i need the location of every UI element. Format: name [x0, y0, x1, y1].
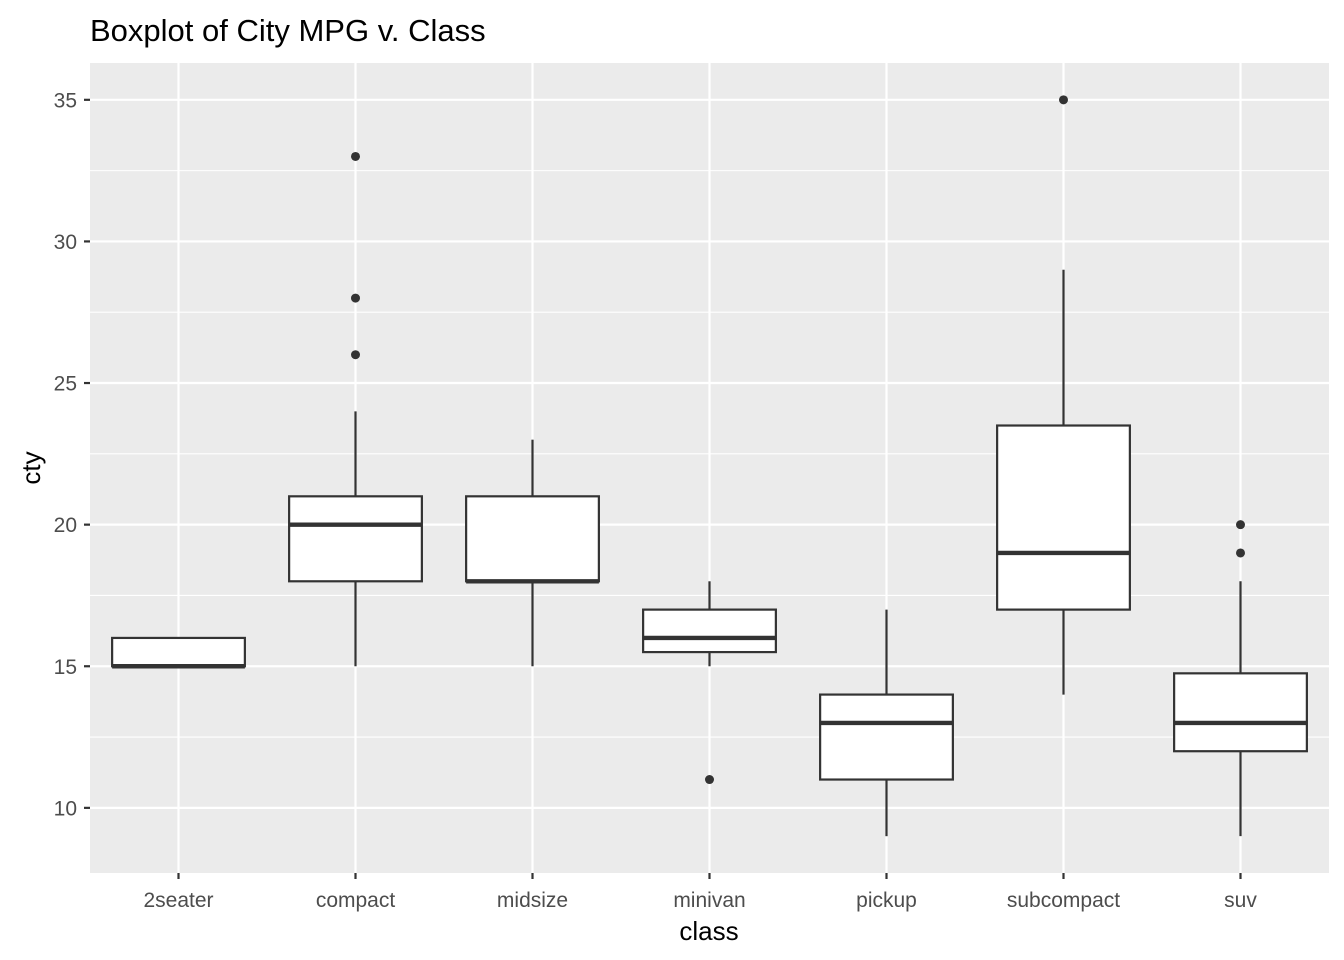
box-iqr	[642, 608, 777, 654]
x-axis-title: class	[679, 916, 738, 946]
box-iqr	[288, 495, 423, 583]
chart-title: Boxplot of City MPG v. Class	[90, 13, 486, 48]
outlier-point	[351, 151, 360, 161]
y-axis: 10 15 20 25 30 35	[54, 89, 90, 820]
box-iqr	[996, 424, 1131, 611]
x-tick-label: compact	[316, 889, 396, 912]
x-axis: 2seater compact midsize minivan pickup subcom…	[143, 873, 1257, 912]
y-tick-label: 35	[54, 89, 77, 112]
outlier-point	[351, 350, 360, 360]
outlier-point	[351, 293, 360, 303]
box-iqr	[819, 693, 954, 781]
outlier-point	[705, 775, 714, 785]
x-tick-label: minivan	[673, 889, 745, 912]
outlier-point	[1059, 95, 1068, 105]
x-tick-label: pickup	[856, 889, 917, 912]
box-iqr	[1173, 672, 1308, 753]
y-axis-title: cty	[16, 451, 46, 484]
x-tick-label: 2seater	[143, 889, 213, 912]
x-tick-label: subcompact	[1007, 889, 1120, 912]
box-pickup	[819, 609, 954, 837]
y-tick-label: 30	[54, 231, 77, 254]
box-compact	[288, 151, 423, 667]
box-minivan	[642, 581, 777, 785]
outlier-point	[1236, 548, 1245, 558]
box-midsize	[465, 439, 600, 667]
y-tick-label: 15	[54, 656, 77, 679]
outlier-point	[1236, 520, 1245, 530]
x-tick-label: suv	[1224, 889, 1257, 912]
box-subcompact	[996, 95, 1131, 695]
box-suv	[1173, 520, 1308, 837]
box-iqr	[465, 495, 600, 583]
box-series	[111, 95, 1308, 837]
y-tick-label: 20	[54, 514, 77, 537]
box-2seater	[111, 636, 246, 669]
y-tick-label: 25	[54, 373, 77, 396]
x-tick-label: midsize	[497, 889, 568, 912]
box-iqr	[111, 636, 246, 668]
y-tick-label: 10	[54, 797, 77, 820]
